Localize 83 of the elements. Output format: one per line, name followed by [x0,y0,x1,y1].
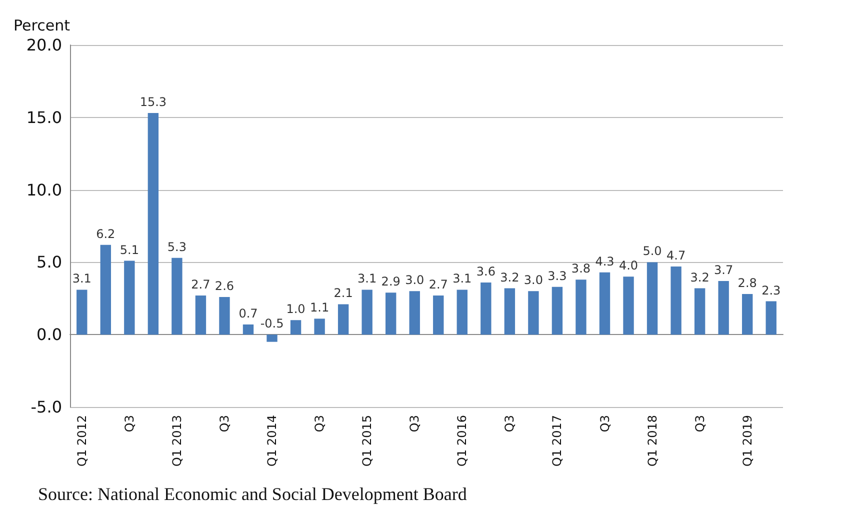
data-label: 3.7 [714,263,734,278]
bar [766,301,776,335]
data-label: 4.0 [618,258,638,273]
data-label: 3.3 [548,268,567,283]
bar [646,262,658,335]
bar [552,286,563,335]
data-label: 3.2 [500,270,520,284]
x-tick-label: Q3 [502,415,517,432]
bar [386,292,396,335]
bar [456,290,468,335]
bar [362,290,372,335]
bar [338,304,349,335]
data-label: 5.0 [642,244,662,258]
data-label: 0.7 [238,306,258,320]
y-axis-title: Percent [14,16,70,34]
data-label: 2.7 [191,278,210,292]
bar [742,294,753,335]
data-label: 3.1 [452,272,472,286]
y-tick-label: 0.0 [36,325,62,344]
y-tick-label: 5.0 [36,252,62,272]
x-tick-label: Q1 2014 [265,415,280,466]
bar [290,320,302,335]
bar [242,324,254,335]
y-tick-label: 15.0 [26,108,62,127]
bar [314,318,325,335]
x-tick-label: Q1 2013 [170,415,184,466]
data-label: 3.8 [571,262,591,276]
data-label: 4.7 [666,248,686,263]
x-tick-label: Q3 [122,415,136,432]
data-label: 1.0 [286,302,306,316]
bar [266,334,278,342]
data-label: 3.2 [690,270,710,284]
data-label: 6.2 [96,226,116,241]
data-label: 3.0 [405,273,424,288]
x-tick-label: Q3 [408,415,422,432]
bar [148,113,159,335]
x-tick-label: Q3 [692,415,707,432]
data-label: 2.6 [214,278,234,293]
data-label: 3.0 [524,273,543,288]
data-label: -0.5 [260,316,284,331]
bar [219,296,230,335]
x-tick-label: Q1 2018 [645,415,660,466]
data-label: 3.1 [358,272,377,286]
x-tick-label: Q3 [217,415,232,432]
x-tick-label: Q3 [312,415,327,432]
data-label: 3.6 [476,264,496,278]
bar [718,281,729,335]
x-tick-label: Q1 2016 [455,415,470,466]
data-label: 5.1 [120,242,139,257]
bar [76,290,88,335]
bar [433,296,444,335]
data-label: 4.3 [595,254,614,268]
data-label: 2.8 [738,276,757,290]
x-tick-label: Q1 2019 [740,415,754,466]
data-label: 15.3 [140,95,167,110]
bar [694,288,706,335]
x-tick-label: Q3 [598,415,612,432]
data-label: 1.1 [310,300,330,315]
bar [172,258,182,335]
data-label: 3.1 [72,272,92,286]
bar [599,272,610,335]
source-note: Source: National Economic and Social Development Board [38,484,467,504]
bar [100,244,111,335]
data-label: 2.1 [334,286,353,300]
data-label: 2.7 [428,278,448,292]
y-tick-label: -5.0 [30,398,62,416]
data-label: 2.3 [762,283,781,298]
bar [480,282,492,335]
x-tick-label: Q1 2017 [550,415,564,466]
bar [670,266,682,335]
x-tick-label: Q1 2012 [74,415,89,466]
data-label: 2.9 [381,274,400,289]
bar [504,288,516,335]
y-tick-label: 20.0 [26,36,62,54]
x-tick-label: Q1 2015 [360,415,374,466]
data-label: 5.3 [167,240,186,254]
y-tick-label: 10.0 [26,180,62,200]
bar [195,296,206,335]
bar [528,291,539,335]
bar [623,276,634,335]
bar [409,291,420,335]
bar [124,260,135,335]
bar [576,280,586,335]
